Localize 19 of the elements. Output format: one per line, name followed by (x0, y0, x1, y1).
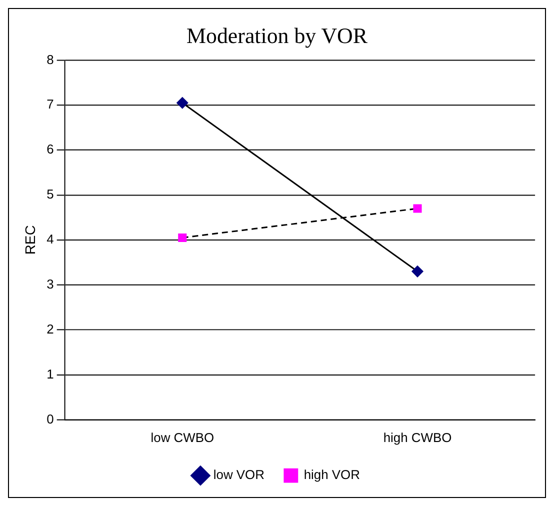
y-tick-label: 4 (46, 232, 54, 247)
point (412, 266, 424, 278)
x-tick-label: low CWBO (150, 430, 214, 446)
x-tick-label: high CWBO (383, 430, 452, 446)
legend-label: low VOR (213, 467, 264, 482)
y-tick-label: 7 (46, 96, 54, 112)
y-tick-label: 5 (46, 186, 54, 202)
y-tick-label: 1 (46, 366, 54, 382)
point (413, 204, 422, 213)
chart-title: Moderation by VOR (186, 22, 368, 48)
legend-label: high VOR (304, 467, 360, 482)
y-tick-label: 3 (46, 276, 54, 292)
y-tick-label: 6 (46, 142, 54, 157)
point (176, 97, 188, 109)
y-tick-label: 0 (46, 411, 54, 426)
y-tick-label: 2 (46, 321, 54, 336)
y-axis-title: REC (22, 225, 38, 255)
point (178, 233, 187, 242)
y-tick-label: 8 (46, 52, 54, 67)
